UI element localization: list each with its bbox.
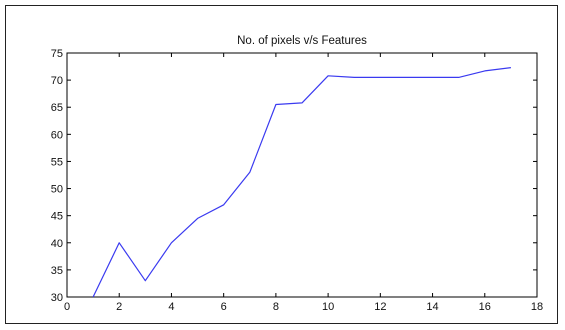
y-axis: 30 35 40 45 50 55 60 65 70 75 (51, 48, 537, 304)
x-axis: 0 2 4 6 8 10 12 14 16 18 (64, 53, 543, 313)
x-tick-label: 10 (322, 301, 334, 313)
x-tick-label: 6 (221, 301, 227, 313)
x-tick-label: 8 (273, 301, 279, 313)
series-line (92, 67, 511, 298)
y-tick-label: 40 (51, 238, 63, 250)
chart-title: No. of pixels v/s Features (237, 35, 367, 47)
y-tick-label: 30 (51, 292, 63, 304)
x-tick-label: 0 (64, 301, 70, 313)
x-tick-label: 12 (374, 301, 386, 313)
x-tick-label: 2 (116, 301, 122, 313)
x-tick-label: 4 (168, 301, 174, 313)
y-tick-label: 55 (51, 156, 63, 168)
y-tick-label: 60 (51, 129, 63, 141)
x-tick-label: 16 (479, 301, 491, 313)
y-tick-label: 35 (51, 265, 63, 277)
y-tick-label: 65 (51, 102, 63, 114)
x-tick-label: 18 (531, 301, 543, 313)
y-tick-label: 45 (51, 211, 63, 223)
plot-area (66, 52, 538, 298)
y-tick-label: 75 (51, 48, 63, 60)
y-tick-label: 70 (51, 75, 63, 87)
series-layer (92, 67, 511, 298)
y-tick-label: 50 (51, 184, 63, 196)
x-tick-label: 14 (426, 301, 438, 313)
